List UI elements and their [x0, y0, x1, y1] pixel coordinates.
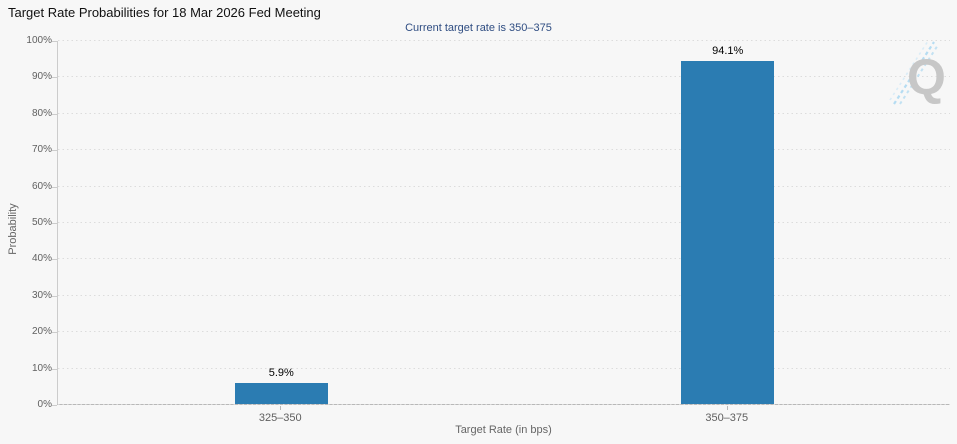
y-axis-label: 60%: [31, 180, 52, 192]
y-gridline: [58, 331, 950, 333]
y-axis-tick: [52, 405, 57, 406]
chart-subtitle: Current target rate is 350–375: [405, 22, 552, 34]
y-gridline: [58, 185, 950, 187]
y-axis-tick: [52, 223, 57, 224]
y-axis-tick: [52, 332, 57, 334]
y-axis-label: 100%: [26, 35, 52, 46]
y-axis-tick: [52, 295, 57, 297]
y-axis-tick: [52, 113, 57, 115]
y-gridline: [58, 40, 950, 41]
x-axis-category-label: 325–350: [258, 412, 302, 424]
y-axis-tick: [52, 41, 57, 42]
y-axis-label: 0%: [37, 399, 52, 410]
y-gridline: [58, 112, 950, 114]
chart-title: Target Rate Probabilities for 18 Mar 202…: [8, 5, 321, 20]
y-gridline: [58, 222, 950, 223]
y-axis-label: 40%: [31, 253, 52, 265]
bar-value-label: 5.9%: [268, 366, 294, 379]
y-axis-label: 90%: [31, 71, 52, 83]
y-gridline: [58, 149, 950, 151]
y-gridline: [58, 404, 950, 405]
y-gridline: [58, 76, 950, 78]
y-axis-label: 80%: [31, 107, 52, 119]
y-axis-label: 30%: [31, 289, 52, 301]
chart-context-menu-button[interactable]: [927, 4, 949, 22]
y-axis-label: 20%: [31, 326, 52, 338]
bar-350–375[interactable]: [681, 61, 775, 404]
y-axis-tick: [52, 77, 57, 79]
y-gridline: [58, 258, 950, 260]
x-axis-category-label: 350–375: [705, 412, 749, 424]
x-axis-tick: [280, 406, 282, 410]
y-gridline: [58, 294, 950, 296]
bar-value-label: 94.1%: [712, 45, 744, 58]
plot-area: 5.9% 94.1%: [57, 40, 950, 405]
bar-325–350[interactable]: [234, 382, 328, 404]
y-gridline: [58, 367, 950, 369]
y-axis-tick: [52, 368, 57, 370]
x-axis-title: Target Rate (in bps): [455, 424, 552, 436]
y-axis-tick: [52, 259, 57, 261]
y-axis-label: 50%: [31, 217, 52, 228]
y-axis-label: 10%: [31, 362, 52, 374]
y-axis-title: Probability: [7, 203, 19, 255]
y-axis-tick: [52, 150, 57, 152]
y-axis-label: 70%: [31, 144, 52, 156]
y-axis-tick: [52, 186, 57, 188]
x-axis-tick: [726, 406, 728, 410]
